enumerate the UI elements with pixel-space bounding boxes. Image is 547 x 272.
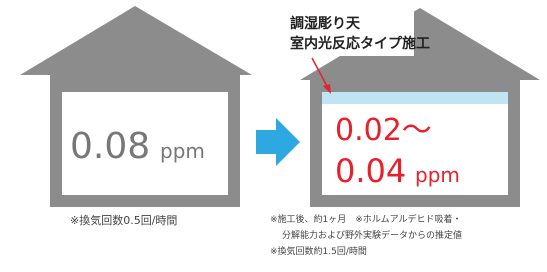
right-note-1: ※施工後、約1ヶ月 ※ホルムアルデヒド吸着・ bbox=[270, 213, 462, 225]
page: 0.08 ppm ※換気回数0.5回/時間 0.02～ 0.04 ppm ※施工… bbox=[0, 0, 547, 272]
left-value: 0.08 bbox=[70, 126, 150, 167]
left-roof bbox=[20, 6, 252, 75]
right-value-1: 0.02～ bbox=[335, 113, 432, 148]
callout-line-2: 室内光反応タイプ施工 bbox=[290, 35, 430, 52]
left-unit: ppm bbox=[160, 139, 205, 163]
right-note-2: 分解能力および野外実験データからの推定値 bbox=[282, 229, 462, 241]
diagram: 0.08 ppm ※換気回数0.5回/時間 0.02～ 0.04 ppm ※施工… bbox=[0, 0, 547, 272]
callout-line-1: 調湿彫り天 bbox=[290, 15, 361, 32]
left-note: ※換気回数0.5回/時間 bbox=[70, 213, 177, 227]
ceiling-coating bbox=[322, 92, 508, 104]
right-value-2: 0.04 bbox=[335, 152, 406, 190]
right-unit: ppm bbox=[415, 163, 460, 187]
arrow bbox=[256, 118, 300, 166]
right-note-3: ※換気回数約1.5回/時間 bbox=[270, 245, 367, 257]
